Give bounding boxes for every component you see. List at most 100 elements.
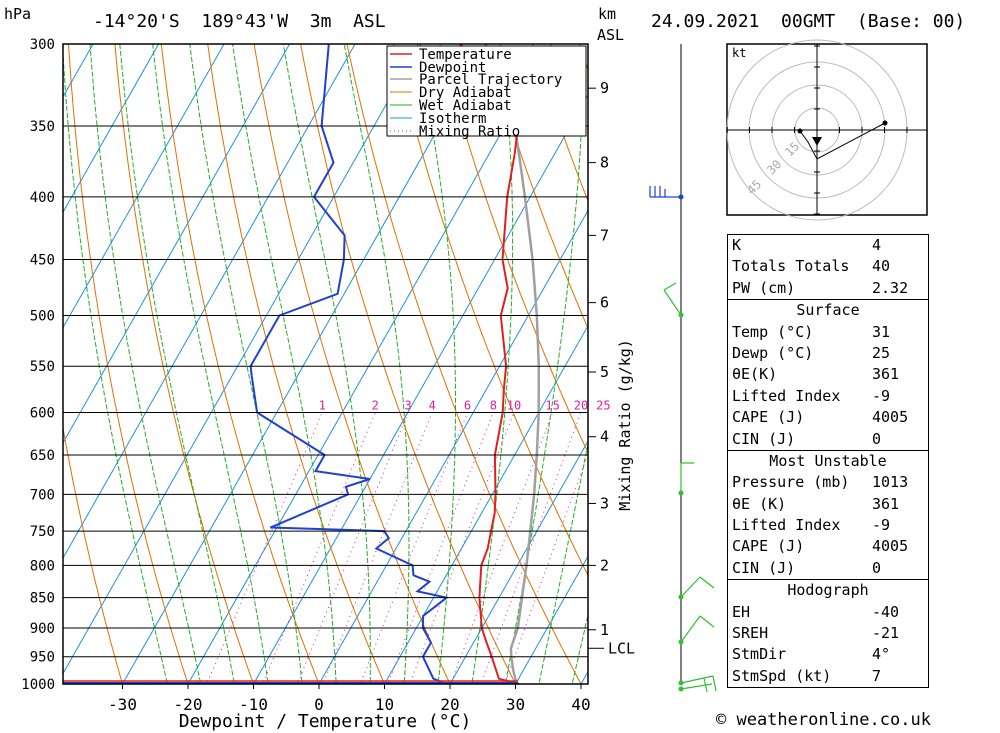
pressure-tick-label: 950	[30, 650, 55, 666]
stat-mu-cape-value: 4005	[872, 537, 909, 556]
datetime-title: 24.09.2021 00GMT (Base: 00)	[651, 11, 966, 32]
legend-mixing-ratio: Mixing Ratio	[419, 124, 520, 140]
dry-adiabat-line	[160, 44, 320, 684]
mixing-ratio-label: 1	[319, 398, 326, 412]
wet-adiabat-line	[152, 44, 269, 684]
stat-mu-theta-label: θE (K)	[732, 494, 787, 513]
mixing-ratio-line	[262, 412, 376, 684]
isotherm-line	[0, 0, 17, 710]
stat-eh-value: -40	[872, 602, 900, 621]
temperature-tick-label: -10	[239, 695, 268, 714]
wind-barb	[680, 615, 715, 643]
stat-mu-li: Lifted Index -9	[728, 515, 928, 536]
wind-barb-dot	[678, 490, 684, 496]
legend-isotherm: Isotherm	[419, 111, 486, 127]
mixing-ratio-line	[296, 412, 409, 684]
stat-tt-label: Totals Totals	[732, 257, 850, 276]
dry-adiabat-line	[392, 44, 588, 577]
dry-adiabat-line	[300, 44, 517, 684]
stat-surface-temp: Temp (°C) 31	[728, 322, 928, 343]
stat-totals-totals: Totals Totals 40	[728, 256, 928, 277]
mixing-ratio-label: 20	[574, 398, 588, 412]
wet-adiabat-line	[89, 44, 202, 684]
stat-mu-cape-label: CAPE (J)	[732, 537, 805, 556]
pressure-tick-label: 550	[30, 359, 55, 375]
stat-mu-cin: CIN (J) 0	[728, 558, 928, 579]
wind-profile	[649, 44, 717, 693]
mixing-ratio-label: 2	[372, 398, 379, 412]
wind-barb-dot	[678, 686, 684, 692]
stat-surface-dewp: Dewp (°C) 25	[728, 343, 928, 364]
wet-adiabat-line	[63, 45, 169, 684]
mixing-ratio-axis-title: Mixing Ratio (g/kg)	[616, 339, 634, 511]
pressure-tick-label: 300	[30, 37, 55, 53]
legend-wet-adiabat: Wet Adiabat	[419, 98, 512, 114]
stat-pw: PW (cm) 2.32	[728, 278, 928, 299]
stat-mu-theta: θE (K) 361	[728, 494, 928, 515]
wet-adiabat-line	[343, 44, 410, 684]
wet-adiabat-line	[471, 44, 514, 684]
dry-adiabat-line	[532, 44, 588, 203]
wind-barb-dot	[678, 194, 684, 200]
dry-adiabat-line	[207, 44, 386, 684]
stat-eh-label: EH	[732, 602, 751, 621]
stat-surface-theta: θE(K) 361	[728, 364, 928, 385]
km-tick-label: 9	[600, 79, 609, 97]
mixing-ratio-line	[206, 412, 323, 684]
km-tick-label: 6	[600, 294, 609, 312]
isotherm-line	[63, 44, 356, 560]
temperature-tick-label: 10	[375, 695, 394, 714]
pressure-tick-label: 350	[30, 119, 55, 135]
stat-cape-value: 4005	[872, 408, 909, 427]
stat-tt-value: 40	[872, 257, 891, 276]
stat-mu-li-label: Lifted Index	[732, 516, 841, 535]
wet-adiabat-line	[119, 44, 235, 684]
stat-pw-label: PW (cm)	[732, 278, 796, 297]
wet-adiabat-line	[189, 44, 303, 684]
stat-stmspd-value: 7	[872, 666, 882, 685]
stat-eh: EH -40	[728, 602, 928, 623]
mixing-ratio-label: 4	[429, 398, 436, 412]
hodograph-trace	[799, 122, 886, 160]
stat-temp-label: Temp (°C)	[732, 322, 814, 341]
km-tick-label: 8	[600, 154, 609, 172]
temperature-tick-label: 40	[571, 695, 590, 714]
mixing-ratio-label: 6	[464, 398, 471, 412]
dry-adiabat-line	[956, 0, 1000, 710]
stat-cin-value: 0	[872, 429, 882, 448]
legend-dewpoint: Dewpoint	[419, 60, 486, 76]
stat-stmspd: StmSpd (kt) 7	[728, 666, 928, 687]
km-tick-label: 1	[600, 621, 609, 639]
stat-surface-li: Lifted Index -9	[728, 386, 928, 407]
wind-barb-dot	[678, 680, 684, 686]
pressure-tick-label: 450	[30, 253, 55, 269]
hpa-unit-label: hPa	[4, 5, 32, 23]
hodograph-unit: kt	[732, 46, 746, 60]
isotherm-line	[449, 440, 588, 684]
mixing-ratio-line	[322, 412, 433, 684]
stat-surface-cape: CAPE (J) 4005	[728, 407, 928, 428]
storm-motion-arrow	[812, 137, 822, 146]
mixing-ratio-line	[480, 412, 582, 684]
wet-adiabat-line	[538, 441, 588, 684]
temperature-tick-label: 30	[506, 695, 525, 714]
most-unstable-section-title: Most Unstable	[728, 449, 928, 472]
stat-mu-cin-label: CIN (J)	[732, 558, 796, 577]
mixing-ratio-label: 10	[507, 398, 521, 412]
stat-surface-cin: CIN (J) 0	[728, 429, 928, 450]
pressure-tick-label: 400	[30, 190, 55, 206]
stat-mu-li-value: -9	[872, 516, 891, 535]
isotherm-line	[63, 44, 291, 444]
asl-unit-label: ASL	[597, 26, 625, 44]
isotherm-line	[318, 209, 588, 684]
stat-theta-label: θE(K)	[732, 365, 778, 384]
stat-li-label: Lifted Index	[732, 386, 841, 405]
stat-k-value: 4	[872, 236, 882, 254]
stat-mu-pressure-value: 1013	[872, 473, 909, 492]
temperature-tick-label: 20	[440, 695, 459, 714]
stat-sreh-label: SREH	[732, 624, 769, 643]
stat-li-value: -9	[872, 386, 891, 405]
legend-box	[386, 45, 587, 137]
stat-mu-pressure-label: Pressure (mb)	[732, 473, 850, 492]
legend: Temperature Dewpoint Parcel Trajectory D…	[386, 45, 587, 140]
